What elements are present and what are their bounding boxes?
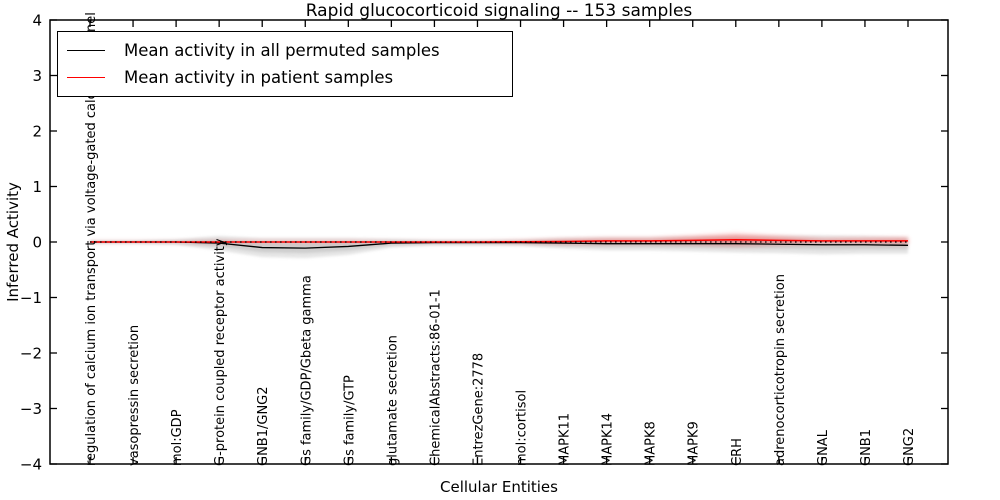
legend-line-patient-icon [67,77,105,79]
x-tick-label: vasopressin secretion [127,325,142,466]
y-tick-label: 3 [32,67,42,85]
y-tick-label: 0 [32,234,42,252]
legend-line-permuted-icon [67,49,105,51]
legend-label-patient: Mean activity in patient samples [124,68,394,88]
legend-box: Mean activity in all permuted samples Me… [57,31,513,97]
x-tick-label: MAPK9 [687,421,702,466]
chart-title: Rapid glucocorticoid signaling -- 153 sa… [305,1,693,21]
legend-label-permuted: Mean activity in all permuted samples [124,40,440,60]
x-tick-label: adrenocorticotropin secretion [773,274,788,466]
y-tick-label: −1 [20,289,42,307]
x-tick-label: G-protein coupled receptor activity [213,238,228,466]
x-tick-label: MAPK14 [601,413,616,466]
y-tick-label: 1 [32,178,42,196]
x-tick-label: regulation of calcium ion transport via … [84,12,99,466]
y-tick-label: −2 [20,345,42,363]
x-axis-label: Cellular Entities [440,478,558,496]
x-tick-label: GNAL [816,429,831,466]
y-tick-label: −4 [20,456,42,474]
x-tick-label: Gs family/GTP [342,375,357,466]
x-tick-label: glutamate secretion [385,335,400,466]
x-tick-label: ChemicalAbstracts:86-01-1 [428,289,443,466]
x-tick-label: MAPK8 [644,421,659,466]
legend-item-permuted: Mean activity in all permuted samples [58,41,512,60]
x-tick-label: EntrezGene:2778 [471,353,486,466]
x-tick-label: GNG2 [902,428,917,466]
x-tick-label: CRH [730,438,745,466]
x-tick-label: GNB1 [859,429,874,466]
y-tick-label: 4 [32,12,42,30]
x-tick-label: MAPK11 [558,413,573,466]
x-tick-label: Gs family/GDP/Gbeta gamma [299,275,314,466]
x-tick-label: GNB1/GNG2 [256,386,271,466]
x-tick-label: mol:GDP [170,409,185,466]
legend-item-patient: Mean activity in patient samples [58,68,512,87]
y-tick-label: 2 [32,123,42,141]
x-tick-label: mol:cortisol [515,390,530,466]
y-tick-label: −3 [20,400,42,418]
